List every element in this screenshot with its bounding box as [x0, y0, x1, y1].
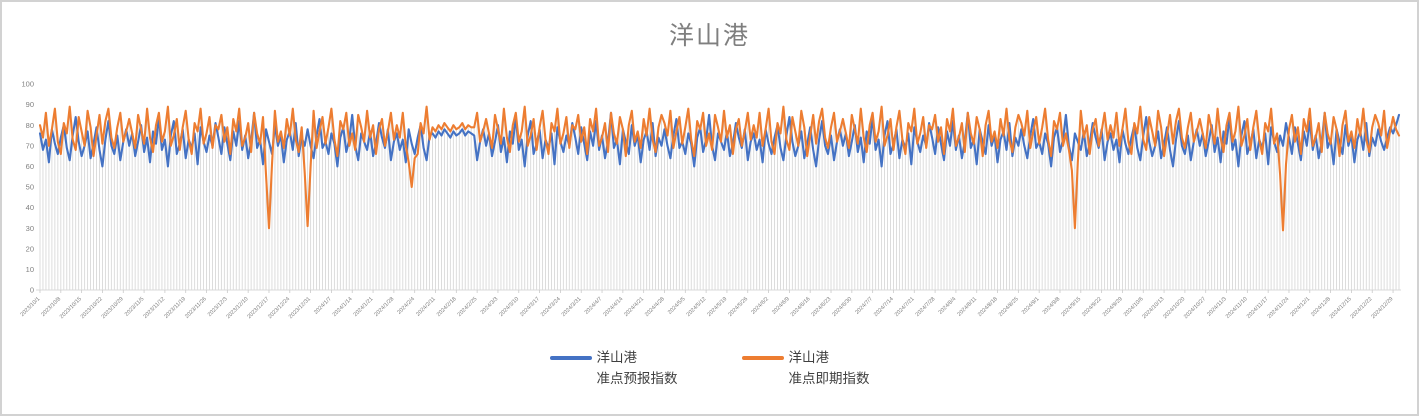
svg-text:20: 20 [26, 244, 34, 253]
svg-text:90: 90 [26, 100, 34, 109]
svg-text:40: 40 [26, 203, 34, 212]
svg-text:30: 30 [26, 224, 34, 233]
svg-text:2024/6/9: 2024/6/9 [771, 296, 791, 316]
svg-text:2024/2/25: 2024/2/25 [457, 296, 479, 318]
svg-text:2024/4/14: 2024/4/14 [602, 296, 624, 318]
svg-text:2024/2/18: 2024/2/18 [436, 296, 458, 318]
svg-text:80: 80 [26, 121, 34, 130]
svg-text:2024/9/15: 2024/9/15 [1060, 296, 1082, 318]
svg-text:2024/5/12: 2024/5/12 [686, 296, 708, 318]
svg-text:2024/2/11: 2024/2/11 [415, 296, 437, 318]
svg-text:2024/4/7: 2024/4/7 [584, 296, 604, 316]
svg-text:2024/1/7: 2024/1/7 [313, 296, 333, 316]
chart-title: 洋山港 [668, 22, 750, 50]
svg-text:2024/8/18: 2024/8/18 [977, 296, 999, 318]
svg-text:2023/11/5: 2023/11/5 [124, 296, 146, 318]
svg-text:2024/12/1: 2024/12/1 [1289, 296, 1311, 318]
svg-text:2024/3/3: 2024/3/3 [480, 296, 500, 316]
y-axis-labels: 0 10 20 30 40 50 60 70 80 90 100 [21, 80, 34, 295]
svg-text:0: 0 [30, 286, 34, 295]
legend-label-spot-line2: 准点即期指数 [788, 370, 870, 386]
svg-text:2024/3/17: 2024/3/17 [519, 296, 541, 318]
legend-line-swatch-forecast [549, 356, 592, 360]
svg-text:2024/3/24: 2024/3/24 [540, 296, 562, 318]
svg-text:2024/7/21: 2024/7/21 [894, 296, 916, 318]
legend-item-spot-index[interactable]: 洋山港 准点即期指数 [741, 348, 870, 390]
svg-text:70: 70 [26, 141, 34, 150]
svg-text:2024/12/29: 2024/12/29 [1370, 296, 1394, 320]
svg-text:2024/8/25: 2024/8/25 [998, 296, 1020, 318]
svg-text:2024/10/27: 2024/10/27 [1183, 296, 1207, 320]
svg-text:2024/4/28: 2024/4/28 [644, 296, 666, 318]
svg-text:2024/5/19: 2024/5/19 [706, 296, 728, 318]
chart-legend: 洋山港 准点预报指数 洋山港 准点即期指数 [2, 348, 1417, 390]
svg-text:2024/9/1: 2024/9/1 [1021, 296, 1041, 316]
legend-label-forecast-line2: 准点预报指数 [596, 370, 678, 386]
svg-text:2024/3/10: 2024/3/10 [498, 296, 520, 318]
svg-text:2024/3/31: 2024/3/31 [561, 296, 583, 318]
svg-text:2024/8/4: 2024/8/4 [938, 296, 958, 316]
svg-text:2024/5/26: 2024/5/26 [727, 296, 749, 318]
legend-line-swatch-spot [741, 356, 784, 360]
svg-text:50: 50 [26, 183, 34, 192]
svg-text:2024/2/4: 2024/2/4 [396, 296, 416, 316]
svg-text:2024/6/2: 2024/6/2 [750, 296, 770, 316]
svg-text:10: 10 [26, 265, 34, 274]
svg-text:2023/10/29: 2023/10/29 [101, 296, 125, 320]
svg-text:2024/9/22: 2024/9/22 [1081, 296, 1103, 318]
legend-label-forecast-line1: 洋山港 [596, 350, 638, 365]
legend-item-forecast-index[interactable]: 洋山港 准点预报指数 [549, 348, 678, 390]
series-line-spot[interactable] [38, 105, 1401, 232]
svg-text:2023/10/1: 2023/10/1 [20, 296, 42, 318]
svg-text:2024/7/28: 2024/7/28 [915, 296, 937, 318]
drop-lines [39, 106, 1400, 290]
svg-text:2024/11/3: 2024/11/3 [1206, 296, 1228, 318]
x-axis-ticks [39, 290, 1394, 293]
svg-text:2024/6/30: 2024/6/30 [831, 296, 853, 318]
svg-text:2024/1/21: 2024/1/21 [353, 296, 375, 318]
x-axis-labels: 2023/10/12023/10/82023/10/152023/10/2220… [20, 296, 1395, 320]
svg-text:2024/1/14: 2024/1/14 [332, 296, 354, 318]
svg-text:2024/7/14: 2024/7/14 [873, 296, 895, 318]
svg-text:2024/9/29: 2024/9/29 [1102, 296, 1124, 318]
svg-text:2024/7/7: 2024/7/7 [854, 296, 874, 316]
svg-text:2024/8/11: 2024/8/11 [957, 296, 979, 318]
svg-text:2024/1/28: 2024/1/28 [373, 296, 395, 318]
svg-text:60: 60 [26, 162, 34, 171]
svg-text:2024/5/5: 2024/5/5 [667, 296, 687, 316]
svg-text:2024/6/16: 2024/6/16 [790, 296, 812, 318]
svg-text:2024/11/24: 2024/11/24 [1267, 296, 1291, 320]
svg-text:2024/9/8: 2024/9/8 [1042, 296, 1062, 316]
svg-text:2023/11/26: 2023/11/26 [184, 296, 208, 320]
svg-text:2023/12/31: 2023/12/31 [288, 296, 312, 320]
svg-text:100: 100 [21, 80, 34, 89]
legend-label-spot-line1: 洋山港 [788, 350, 830, 365]
svg-text:2024/4/21: 2024/4/21 [623, 296, 645, 318]
svg-text:2024/6/23: 2024/6/23 [811, 296, 833, 318]
